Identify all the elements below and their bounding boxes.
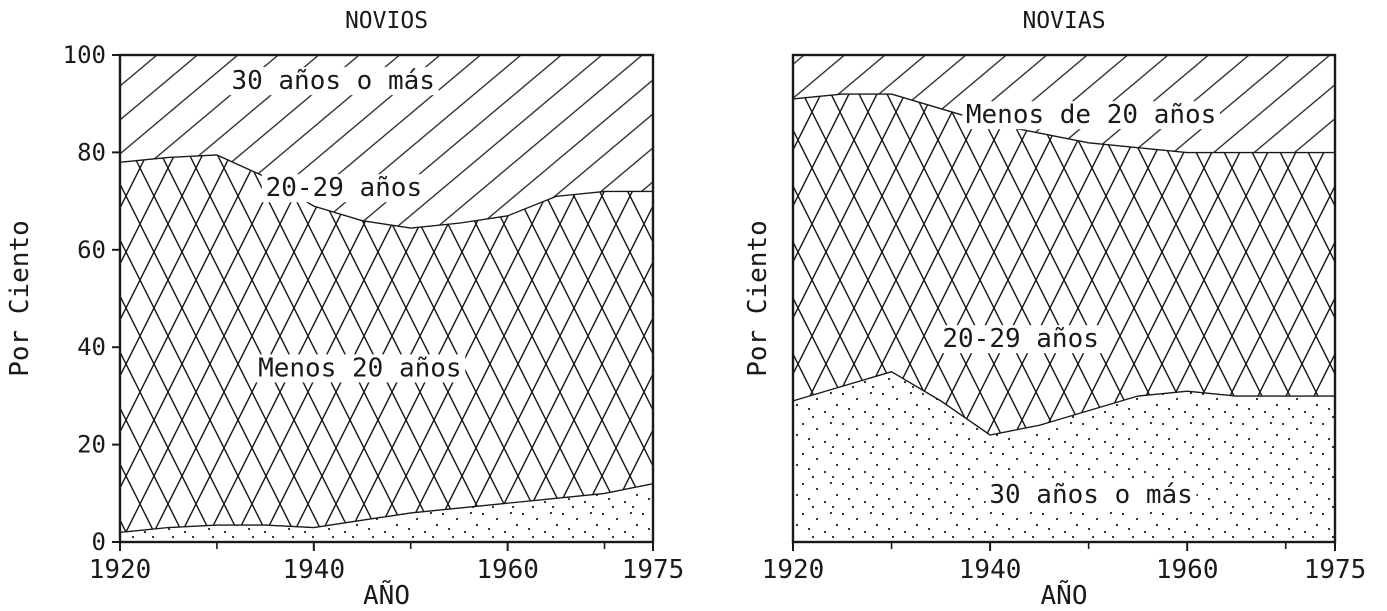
series-label-30-anos-o-mas: 30 años o más [989, 480, 1193, 510]
x-axis-title: AÑO [363, 579, 410, 611]
x-tick-label: 1920 [762, 555, 825, 585]
x-tick-label: 1975 [1304, 555, 1367, 585]
chart-novias: Menos de 20 años 20-29 años 30 años o más N… [743, 8, 1366, 611]
series-label-background [938, 325, 1103, 354]
series-label-background [962, 101, 1220, 130]
y-tick-label: 100 [63, 41, 106, 69]
series-label-background [227, 67, 439, 96]
x-tick-label: 1975 [622, 555, 685, 585]
plot-frame [791, 53, 1337, 544]
y-tick-label: 0 [92, 528, 106, 556]
series-label-menos-de-20-anos: Menos de 20 años [966, 100, 1216, 130]
x-axis-title: AÑO [1041, 579, 1088, 611]
series-label-background [261, 174, 426, 203]
series-label-30-anos-o-mas: 30 años o más [231, 66, 435, 96]
x-tick-label: 1920 [89, 555, 152, 585]
plot-frame [118, 53, 655, 544]
chart-novios: Menos 20 años 20-29 años 30 años o más NOVI… [5, 8, 684, 611]
series-label-20-29-anos: 20-29 años [942, 324, 1099, 354]
y-tick-label: 60 [77, 236, 106, 264]
series-label-menos-20-anos: Menos 20 años [258, 353, 462, 383]
chart-title: NOVIAS [1022, 8, 1105, 34]
y-tick-label: 20 [77, 431, 106, 459]
x-tick-label: 1940 [959, 555, 1022, 585]
series-label-20-29-anos: 20-29 años [266, 173, 423, 203]
y-axis-title: Por Ciento [743, 220, 773, 377]
series-label-background [254, 354, 466, 383]
y-tick-label: 80 [77, 138, 106, 166]
x-tick-label: 1960 [476, 555, 539, 585]
chart-title: NOVIOS [345, 8, 428, 34]
y-axis-title: Por Ciento [5, 220, 35, 377]
x-tick-label: 1960 [1156, 555, 1219, 585]
x-tick-label: 1940 [283, 555, 346, 585]
series-label-background [985, 481, 1197, 510]
y-tick-label: 40 [77, 333, 106, 361]
